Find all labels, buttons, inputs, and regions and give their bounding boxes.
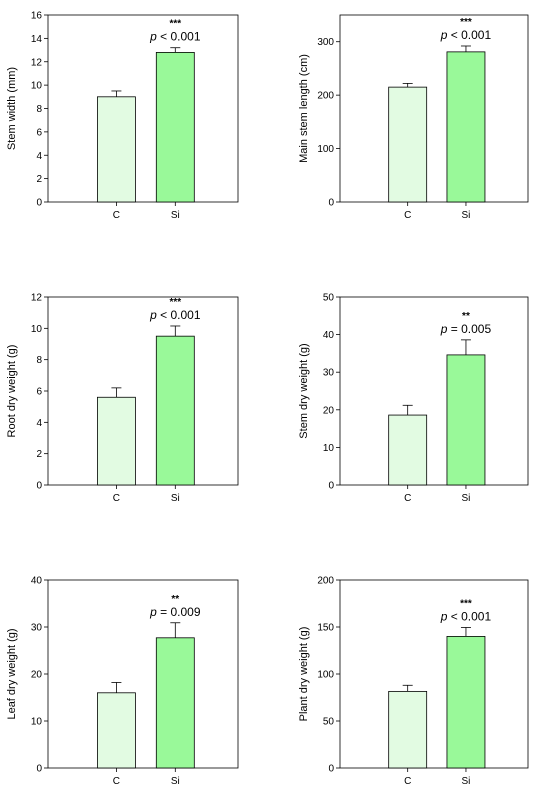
chart-panel-6: 0 50 100 150 200 Plant dry weight (g) C Si ***p …: [298, 576, 529, 787]
plot-frame: [339, 14, 529, 203]
y-tick-label: 10: [31, 324, 43, 335]
y-tick-label: 50: [323, 293, 335, 304]
bar-C: [97, 692, 136, 769]
p-value-label: p < 0.001: [440, 28, 492, 42]
p-value-label: p < 0.001: [440, 609, 492, 623]
x-tick-label: C: [113, 493, 120, 504]
y-tick-label: 30: [323, 368, 335, 379]
bar-C: [388, 86, 428, 203]
significance-stars: **: [171, 594, 179, 605]
x-tick-label: Si: [171, 210, 180, 221]
significance-stars: ***: [460, 598, 472, 609]
x-tick-label: Si: [462, 493, 471, 504]
bar-Si: [446, 354, 486, 486]
y-tick-label: 100: [317, 670, 334, 681]
y-tick-label: 8: [36, 355, 42, 366]
y-tick-label: 10: [323, 443, 335, 454]
bar-C: [388, 414, 428, 486]
bar-C: [97, 396, 136, 486]
p-value-label: p = 0.009: [149, 605, 201, 619]
chart-panel-5: 0 10 20 30 40 Leaf dry weight (g) C Si **p = 0.0…: [6, 576, 239, 787]
y-tick-label: 100: [317, 144, 334, 155]
y-axis-label: Stem width (mm): [6, 67, 18, 150]
p-value-label: p = 0.005: [440, 322, 492, 336]
x-tick-label: C: [113, 776, 120, 787]
y-axis-label: Root dry weight (g): [6, 345, 18, 438]
y-tick-label: 200: [317, 576, 334, 587]
y-tick-label: 150: [317, 623, 334, 634]
y-tick-label: 2: [36, 174, 42, 185]
y-axis-label: Leaf dry weight (g): [6, 628, 18, 719]
y-tick-label: 16: [31, 11, 43, 22]
y-tick-label: 0: [36, 198, 42, 209]
significance-stars: **: [462, 311, 470, 322]
y-tick-label: 0: [328, 198, 334, 209]
chart-panel-1: 0 2 4 6 8 10 12 14 16 Stem width (mm) C Si ***p < 0.…: [6, 11, 239, 221]
significance-stars: ***: [460, 17, 472, 28]
y-tick-label: 0: [328, 764, 334, 775]
y-tick-label: 6: [36, 387, 42, 398]
y-tick-label: 0: [328, 481, 334, 492]
bar-Si: [155, 335, 195, 486]
y-tick-label: 8: [36, 104, 42, 115]
y-tick-label: 20: [31, 670, 43, 681]
y-tick-label: 6: [36, 127, 42, 138]
y-tick-label: 50: [323, 717, 335, 728]
chart-panel-4: 0 10 20 30 40 50 Stem dry weight (g) C Si **p = 0…: [298, 293, 529, 504]
x-tick-label: Si: [171, 493, 180, 504]
plot-frame: [339, 296, 529, 486]
y-tick-label: 300: [317, 37, 334, 48]
x-tick-label: C: [113, 210, 120, 221]
x-tick-label: Si: [462, 210, 471, 221]
y-tick-label: 4: [36, 418, 42, 429]
significance-stars: ***: [169, 297, 181, 308]
y-tick-label: 30: [31, 623, 43, 634]
y-tick-label: 4: [36, 151, 42, 162]
bar-Si: [155, 637, 195, 769]
y-tick-label: 40: [31, 576, 43, 587]
y-tick-label: 2: [36, 449, 42, 460]
plot-frame: [47, 296, 239, 486]
bar-Si: [446, 51, 486, 203]
y-tick-label: 10: [31, 717, 43, 728]
plot-frame: [339, 579, 529, 769]
p-value-label: p < 0.001: [149, 30, 201, 44]
bar-C: [97, 96, 136, 203]
y-axis-label: Stem dry weight (g): [298, 343, 310, 438]
x-tick-label: Si: [462, 776, 471, 787]
y-tick-label: 0: [36, 481, 42, 492]
x-tick-label: C: [404, 776, 411, 787]
y-tick-label: 10: [31, 81, 43, 92]
p-value-label: p < 0.001: [149, 308, 201, 322]
y-tick-label: 12: [31, 293, 43, 304]
chart-panel-3: 0 2 4 6 8 10 12 Root dry weight (g) C Si ***p < 0.…: [6, 293, 239, 504]
bar-Si: [446, 636, 486, 769]
bar-C: [388, 690, 428, 769]
significance-stars: ***: [169, 19, 181, 30]
x-tick-label: C: [404, 493, 411, 504]
plot-frame: [47, 579, 239, 769]
x-tick-label: C: [404, 210, 411, 221]
bar-Si: [155, 52, 195, 203]
plot-frame: [47, 14, 239, 203]
chart-panel-2: 0 100 200 300 Main stem length (cm) C Si ***p <…: [298, 14, 529, 221]
y-tick-label: 12: [31, 57, 43, 68]
y-tick-label: 14: [31, 34, 43, 45]
y-tick-label: 40: [323, 330, 335, 341]
y-tick-label: 0: [36, 764, 42, 775]
x-tick-label: Si: [171, 776, 180, 787]
y-axis-label: Plant dry weight (g): [298, 627, 310, 722]
y-tick-label: 20: [323, 405, 335, 416]
y-tick-label: 200: [317, 91, 334, 102]
y-axis-label: Main stem length (cm): [298, 54, 310, 163]
